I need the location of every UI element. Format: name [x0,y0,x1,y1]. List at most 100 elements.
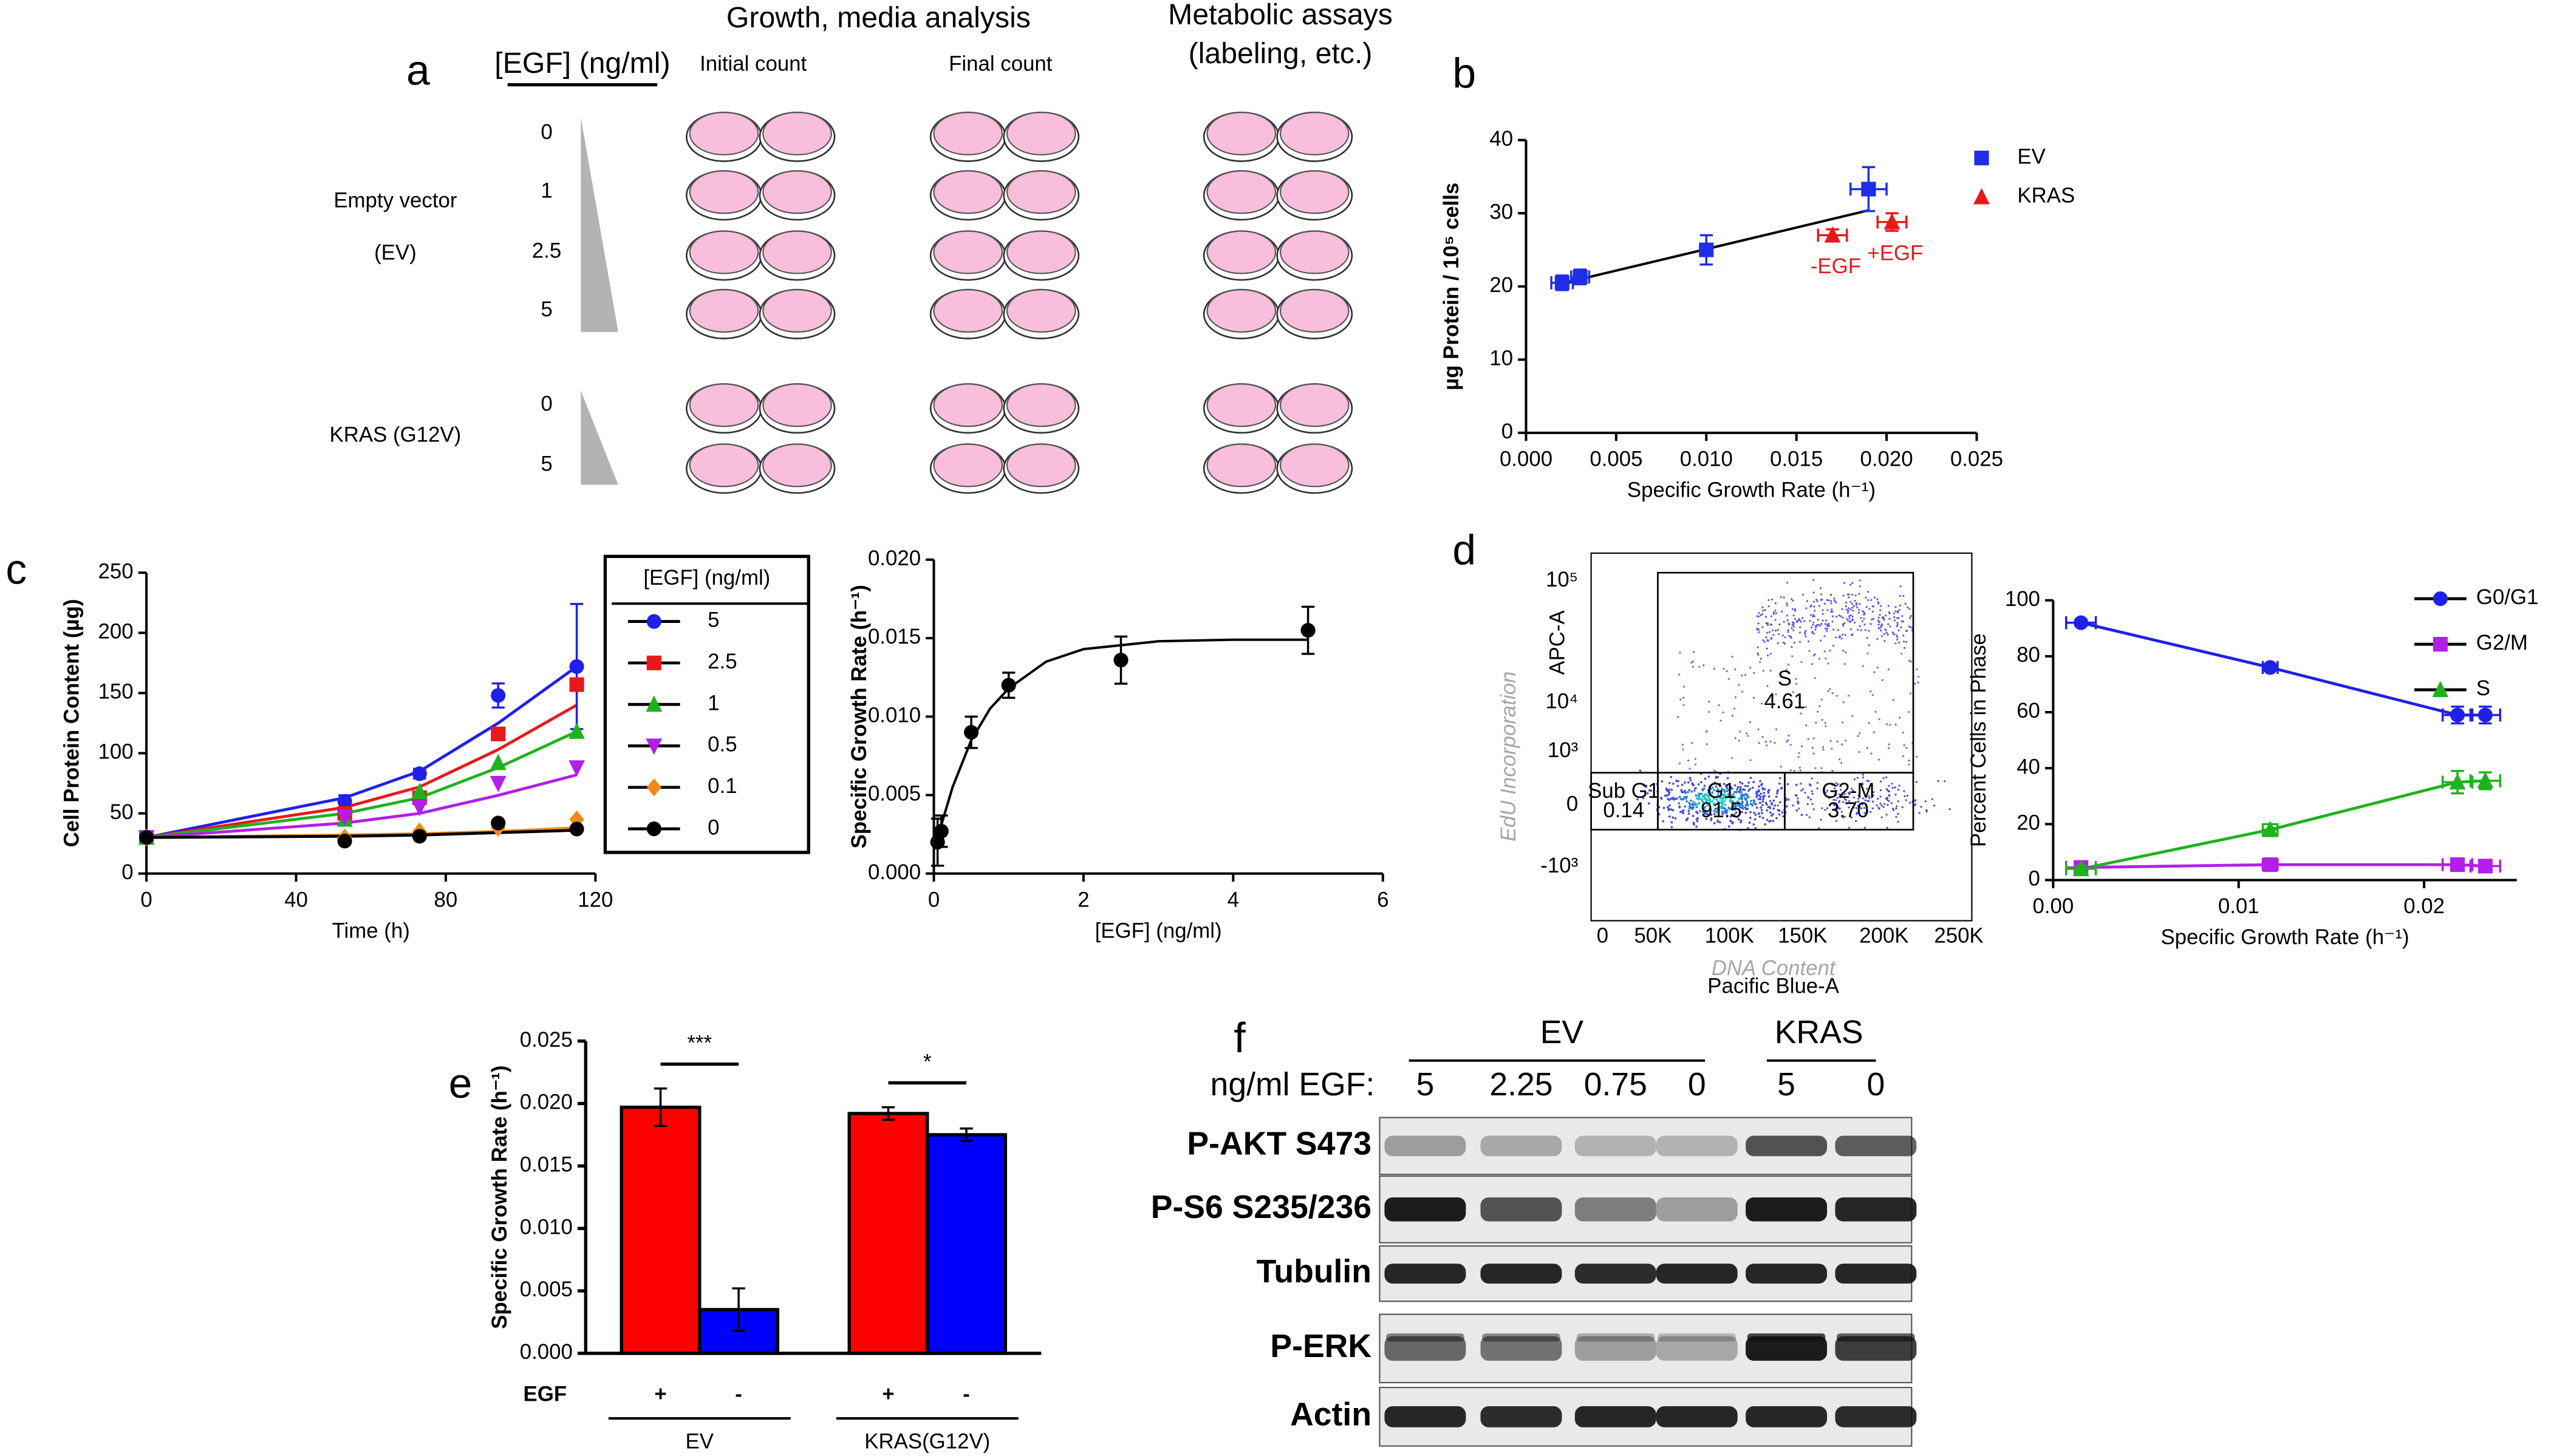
lane-label: 5 [1416,1067,1435,1103]
event [1823,650,1826,653]
event [1834,788,1836,790]
event [1800,712,1802,715]
event [1858,608,1860,611]
event [1724,797,1727,800]
y-axis-title: Specific Growth Rate (h⁻¹) [847,585,871,848]
marker [1861,182,1876,197]
event [1729,820,1732,823]
event [1716,788,1719,791]
event [1738,740,1740,742]
event [1887,623,1890,625]
event [1851,615,1854,618]
event [1902,594,1905,597]
event [1733,791,1737,794]
event [1761,812,1763,814]
gate-value: 4.61 [1764,690,1806,713]
group-label: EV [1540,1015,1584,1050]
event [1646,792,1649,795]
band [1835,1197,1917,1222]
event [1848,806,1850,809]
event [1684,805,1687,808]
event [1895,815,1897,818]
event [1737,786,1740,789]
event [1692,807,1694,810]
event [1746,802,1749,805]
event [1730,800,1733,803]
event [1763,788,1766,791]
event [1872,617,1875,620]
x-tick-label: 250K [1934,924,1983,947]
event [1872,791,1875,794]
event [1896,625,1898,627]
event [1772,820,1775,822]
band [1835,1336,1917,1361]
panel-letter: d [1452,526,1476,573]
event [1797,756,1800,758]
event [1670,826,1673,829]
event [1881,679,1883,681]
event [1749,811,1752,814]
dish-media [1006,383,1076,427]
event [1850,816,1853,819]
event [1804,633,1806,635]
event [1681,743,1684,746]
event [1883,633,1885,635]
event [1864,799,1866,801]
dose-label: 2.5 [532,239,561,263]
x-tick-label: 6 [1377,888,1388,911]
event [1843,662,1846,665]
y-tick-label: 0 [1566,792,1578,815]
dish-media [762,289,832,333]
event [1699,810,1701,812]
event [1851,582,1854,584]
marker [1699,242,1714,257]
event [1899,604,1902,607]
event [1700,781,1702,784]
event [1867,599,1870,602]
marker [1883,213,1900,230]
event [1811,746,1814,749]
event [1695,806,1698,809]
event [1860,617,1862,619]
event [1775,693,1777,696]
event [1825,725,1827,727]
band [1656,1135,1738,1157]
event [1771,801,1774,805]
dish-media [689,289,759,333]
event [1908,608,1911,610]
event [1812,808,1815,811]
band [1480,1406,1562,1427]
event [1849,801,1852,805]
event [1870,752,1873,755]
event [1690,790,1693,793]
event [1887,605,1890,607]
event [1822,613,1824,615]
event [1741,690,1743,693]
event [1670,775,1673,778]
dish-media [1279,289,1350,333]
event [1682,812,1685,815]
event [1705,801,1708,804]
event [1721,805,1724,808]
event [1814,676,1817,679]
event [1667,808,1670,810]
event [1735,811,1738,814]
event [1805,814,1808,816]
event [1722,802,1725,805]
event [1856,777,1859,779]
dish-media [762,443,832,488]
x-tick-label: 0.02 [2403,894,2445,918]
event [1863,623,1866,626]
event [1841,794,1843,796]
event [1846,617,1848,621]
y-tick-label: 10⁴ [1546,690,1579,713]
event [1769,811,1772,814]
event [1683,685,1685,688]
event [1859,625,1861,627]
event [1684,791,1687,794]
event [1877,627,1880,630]
event [1668,815,1671,818]
band [1384,1197,1466,1222]
marker [490,776,507,792]
event [1892,699,1894,701]
